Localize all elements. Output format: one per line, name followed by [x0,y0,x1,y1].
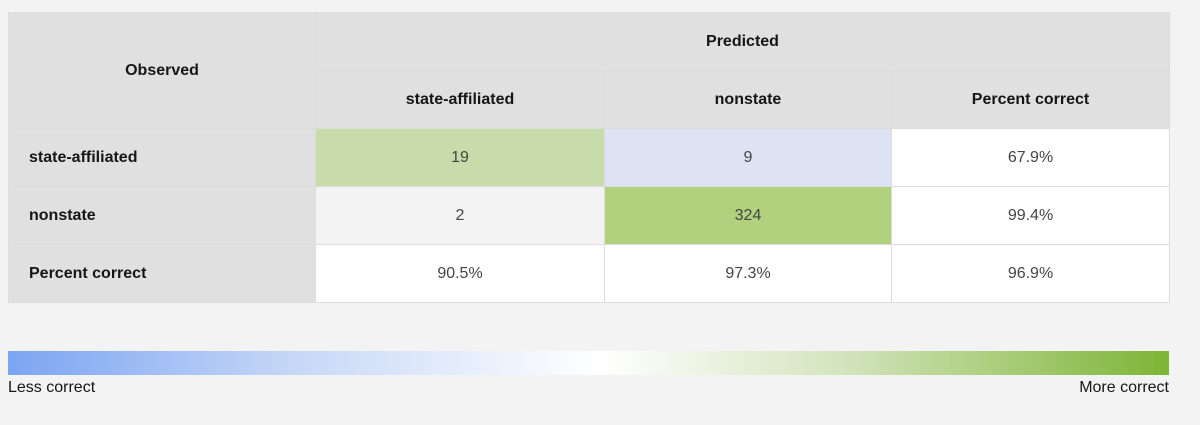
table-cell: 97.3% [604,244,892,303]
table-cell: 67.9% [891,128,1170,187]
table-cell: 90.5% [315,244,605,303]
row-header: Percent correct [8,244,316,303]
legend-high: More correct [1079,379,1169,396]
table-cell: 2 [315,186,605,245]
row-header: state-affiliated [8,128,316,187]
table-cell: 9 [604,128,892,187]
table-cell: 99.4% [891,186,1170,245]
group-header: Predicted [315,12,1170,71]
table-cell: 96.9% [891,244,1170,303]
header-row: Observed Predicted [8,12,1170,129]
column-header: state-affiliated [315,70,605,129]
table-row: state-affiliated 19 9 67.9% [8,128,1170,187]
confusion-matrix: Observed Predicted state-affiliated nonst… [8,12,1170,303]
corner-header: Observed [8,12,316,129]
legend-low: Less correct [8,379,96,396]
column-header: Percent correct [891,70,1170,129]
column-header: nonstate [604,70,892,129]
row-header: nonstate [8,186,316,245]
color-scale [8,351,1169,375]
table-row: nonstate 2 324 99.4% [8,186,1170,245]
header-row: state-affiliated nonstate Percent correct [9,70,1170,129]
table-row: Percent correct 90.5% 97.3% 96.9% [8,244,1170,303]
table-cell: 19 [315,128,605,187]
table-cell: 324 [604,186,892,245]
